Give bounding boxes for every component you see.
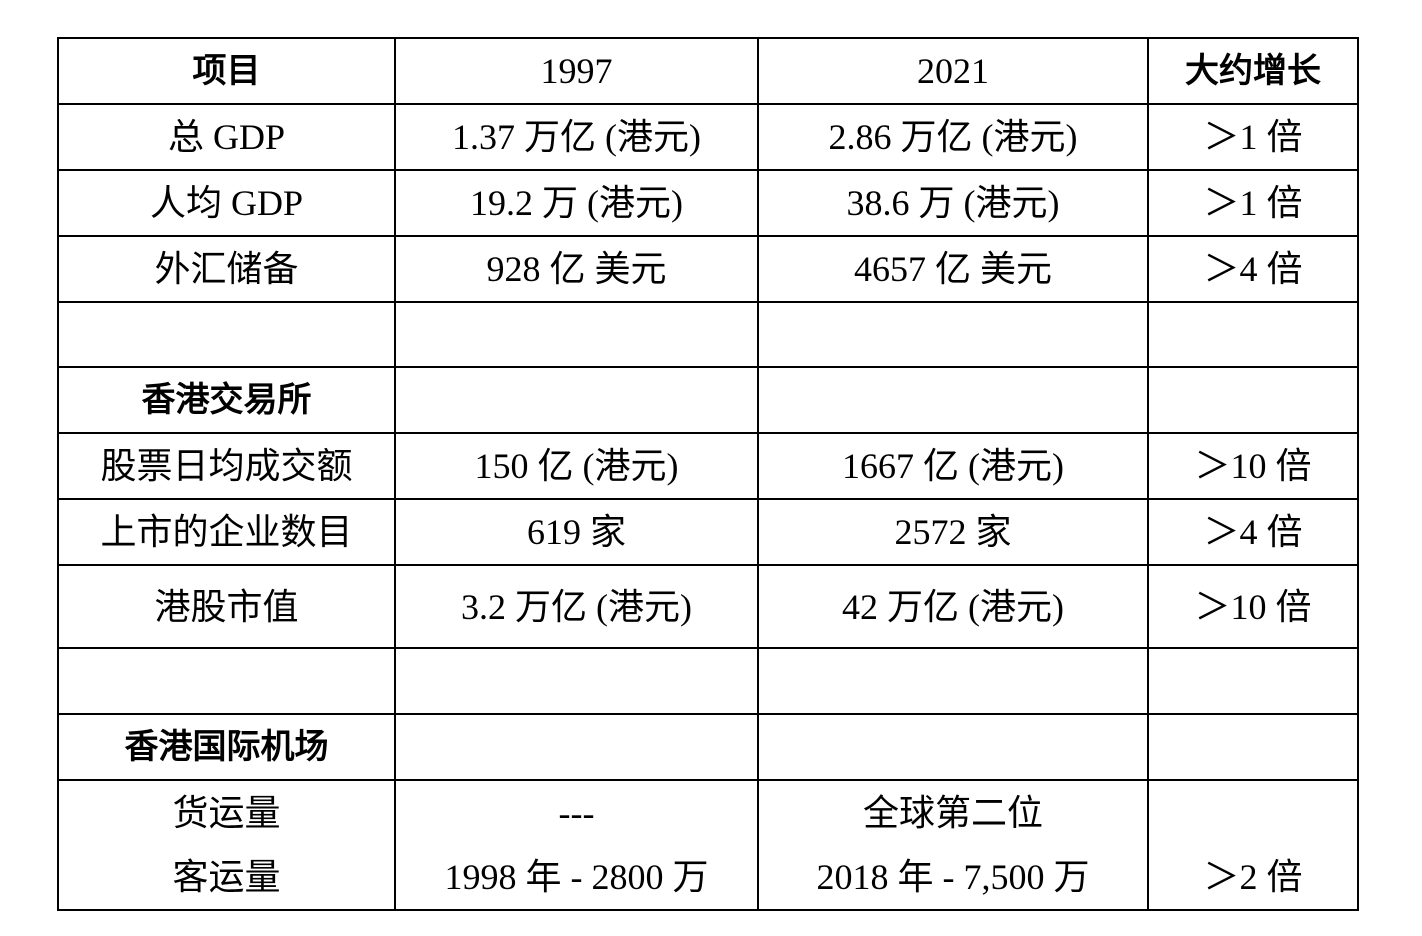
cell-item: 外汇储备 <box>57 235 396 303</box>
header-y2021: 2021 <box>757 37 1149 105</box>
cell-text: 总 GDP <box>167 117 286 157</box>
cell-growth: ＞10 倍 <box>1147 564 1359 649</box>
table-row: 香港国际机场 <box>57 713 1359 781</box>
cell-growth <box>1147 647 1359 715</box>
table-row: 股票日均成交额 150 亿 (港元) 1667 亿 (港元) ＞10 倍 <box>57 432 1359 500</box>
cell-text: 2572 家 <box>894 512 1012 552</box>
header-row: 项目 1997 2021 大约增长 <box>57 37 1359 105</box>
cell-text: 38.6 万 (港元) <box>846 183 1060 223</box>
cell-y2021: 38.6 万 (港元) <box>757 169 1149 237</box>
cell-item: 香港交易所 <box>57 366 396 434</box>
cell-text: ＞10 倍 <box>1194 446 1312 486</box>
cell-text: 港股市值 <box>154 586 299 627</box>
cell-y1997 <box>394 366 759 434</box>
cell-text: ＞2 倍 <box>1203 857 1303 897</box>
cell-y2021: 全球第二位 2018 年 - 7,500 万 <box>757 779 1149 911</box>
cell-text: ＞4 倍 <box>1203 512 1303 552</box>
cell-text: ＞10 倍 <box>1194 586 1312 627</box>
cell-text: 4657 亿 美元 <box>853 249 1052 289</box>
cell-item: 港股市值 <box>57 564 396 649</box>
cell-y1997: 19.2 万 (港元) <box>394 169 759 237</box>
cell-text: 客运量 <box>172 857 281 897</box>
cell-y1997 <box>394 647 759 715</box>
cell-item <box>57 647 396 715</box>
cell-text: 人均 GDP <box>149 183 304 223</box>
cell-text: 2.86 万亿 (港元) <box>828 117 1078 157</box>
cell-y1997: 150 亿 (港元) <box>394 432 759 500</box>
table-row <box>57 647 1359 715</box>
table-row: 上市的企业数目 619 家 2572 家 ＞4 倍 <box>57 498 1359 566</box>
table-row <box>57 301 1359 368</box>
cell-text: 香港国际机场 <box>124 727 329 767</box>
header-item: 项目 <box>57 37 396 105</box>
table-row: 货运量客运量 --- 1998 年 - 2800 万 全球第二位 2018 年 - 7,… <box>57 779 1359 911</box>
cell-item: 股票日均成交额 <box>57 432 396 500</box>
cell-text <box>1149 781 1357 845</box>
cell-text: 928 亿 美元 <box>486 249 667 289</box>
cell-text: 外汇储备 <box>154 249 299 289</box>
table-row: 人均 GDP 19.2 万 (港元) 38.6 万 (港元) ＞1 倍 <box>57 169 1359 237</box>
cell-growth: ＞1 倍 <box>1147 103 1359 171</box>
cell-y2021 <box>757 647 1149 715</box>
cell-text: 42 万亿 (港元) <box>842 586 1064 627</box>
hong-kong-comparison-table: 项目 1997 2021 大约增长总 GDP 1.37 万亿 (港元) 2.86 万亿 (… <box>57 37 1359 911</box>
cell-text: 2018 年 - 7,500 万 <box>816 857 1090 897</box>
cell-text: 19.2 万 (港元) <box>470 183 683 223</box>
cell-growth <box>1147 301 1359 368</box>
cell-text: 619 家 <box>526 512 626 552</box>
cell-growth: ＞4 倍 <box>1147 235 1359 303</box>
cell-item: 上市的企业数目 <box>57 498 396 566</box>
cell-growth <box>1147 366 1359 434</box>
table-row: 港股市值 3.2 万亿 (港元) 42 万亿 (港元) ＞10 倍 <box>57 564 1359 649</box>
cell-y2021: 1667 亿 (港元) <box>757 432 1149 500</box>
cell-text: ＞4 倍 <box>1203 249 1303 289</box>
cell-text: ＞1 倍 <box>1203 183 1303 223</box>
cell-y1997: 1.37 万亿 (港元) <box>394 103 759 171</box>
cell-text: 150 亿 (港元) <box>474 446 679 486</box>
cell-growth <box>1147 713 1359 781</box>
cell-text: 全球第二位 <box>862 793 1043 833</box>
cell-item: 货运量 客运量 <box>57 779 396 911</box>
cell-y1997: 3.2 万亿 (港元) <box>394 564 759 649</box>
cell-text: 3.2 万亿 (港元) <box>461 586 692 627</box>
cell-y2021 <box>757 366 1149 434</box>
cell-y1997 <box>394 301 759 368</box>
cell-item <box>57 301 396 368</box>
cell-y1997: 619 家 <box>394 498 759 566</box>
cell-growth: ＞10 倍 <box>1147 432 1359 500</box>
cell-y1997: 928 亿 美元 <box>394 235 759 303</box>
cell-y2021: 42 万亿 (港元) <box>757 564 1149 649</box>
table-row: 香港交易所 <box>57 366 1359 434</box>
cell-y1997 <box>394 713 759 781</box>
cell-text: ＞1 倍 <box>1203 117 1303 157</box>
table-row: 总 GDP 1.37 万亿 (港元) 2.86 万亿 (港元) ＞1 倍 <box>57 103 1359 171</box>
header-y1997: 1997 <box>394 37 759 105</box>
table-row: 外汇储备 928 亿 美元 4657 亿 美元 ＞4 倍 <box>57 235 1359 303</box>
cell-growth: ＞4 倍 <box>1147 498 1359 566</box>
cell-y2021 <box>757 713 1149 781</box>
cell-y2021: 2.86 万亿 (港元) <box>757 103 1149 171</box>
cell-growth: ＞1 倍 <box>1147 169 1359 237</box>
cell-y2021: 4657 亿 美元 <box>757 235 1149 303</box>
cell-y1997: --- 1998 年 - 2800 万 <box>394 779 759 911</box>
cell-text: 1998 年 - 2800 万 <box>444 857 709 897</box>
cell-growth: ＞2 倍 <box>1147 779 1359 911</box>
cell-text: 1667 亿 (港元) <box>842 446 1064 486</box>
cell-item: 香港国际机场 <box>57 713 396 781</box>
cell-item: 总 GDP <box>57 103 396 171</box>
cell-y2021: 2572 家 <box>757 498 1149 566</box>
cell-text: 上市的企业数目 <box>100 512 353 552</box>
cell-text: 香港交易所 <box>141 380 312 420</box>
cell-item: 人均 GDP <box>57 169 396 237</box>
cell-y2021 <box>757 301 1149 368</box>
header-growth: 大约增长 <box>1147 37 1359 105</box>
cell-text: 股票日均成交额 <box>100 446 353 486</box>
cell-text: 货运量 <box>172 793 281 833</box>
cell-text: --- <box>558 793 595 833</box>
cell-text: 1.37 万亿 (港元) <box>452 117 701 157</box>
